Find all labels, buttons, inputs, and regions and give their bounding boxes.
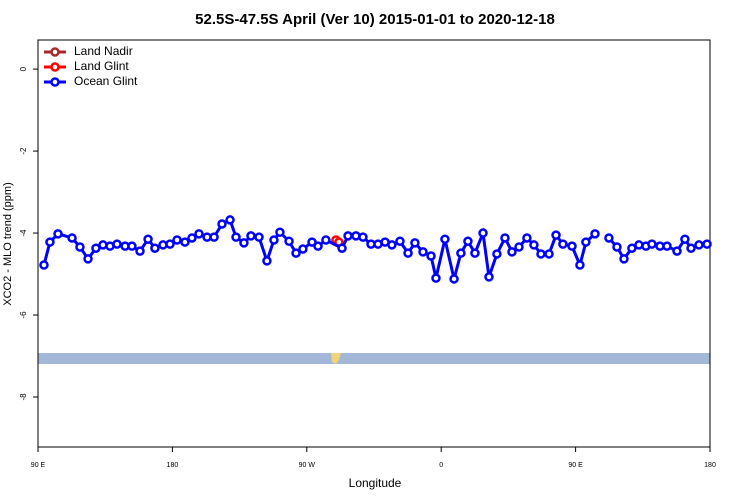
data-point [612, 242, 622, 252]
data-point [143, 234, 153, 244]
x-tick-label: 90 W [299, 462, 316, 469]
x-tick-label: 90 E [31, 462, 46, 469]
data-point [558, 239, 568, 249]
data-point [91, 243, 101, 253]
data-point [358, 232, 368, 242]
y-tick-label: -6 [19, 311, 28, 319]
legend-label: Land Nadir [74, 44, 133, 58]
data-point [514, 242, 524, 252]
data-point [269, 235, 279, 245]
data-point [431, 273, 441, 283]
data-point [449, 274, 459, 284]
data-point [680, 234, 690, 244]
data-point [217, 219, 227, 229]
data-point [702, 239, 712, 249]
ocean-strip [38, 353, 710, 364]
data-point [284, 236, 294, 246]
x-axis-label: Longitude [349, 476, 402, 490]
data-point [387, 240, 397, 250]
data-point [440, 234, 450, 244]
data-point [262, 256, 272, 266]
data-point [53, 229, 63, 239]
data-point [254, 232, 264, 242]
land-strip [331, 353, 341, 364]
data-point [619, 254, 629, 264]
data-point [522, 233, 532, 243]
data-point [112, 239, 122, 249]
data-point [500, 233, 510, 243]
data-point [67, 233, 77, 243]
data-point [544, 249, 554, 259]
data-point [484, 272, 494, 282]
data-point [575, 260, 585, 270]
data-point [150, 243, 160, 253]
data-point [478, 228, 488, 238]
data-point [604, 233, 614, 243]
chart-title: 52.5S-47.5S April (Ver 10) 2015-01-01 to… [195, 11, 555, 28]
data-point [581, 237, 591, 247]
data-point [470, 248, 480, 258]
data-point [456, 248, 466, 258]
x-tick-label: 180 [704, 462, 716, 469]
data-point [75, 242, 85, 252]
data-point [172, 235, 182, 245]
data-point [313, 241, 323, 251]
y-tick-label: -8 [19, 393, 28, 401]
data-point [298, 244, 308, 254]
data-point [567, 241, 577, 251]
data-point [529, 240, 539, 250]
legend-marker [50, 77, 60, 87]
data-point [395, 236, 405, 246]
data-point [686, 243, 696, 253]
data-point [343, 231, 353, 241]
data-point [246, 231, 256, 241]
data-point [590, 229, 600, 239]
data-point [418, 247, 428, 257]
data-point [337, 243, 347, 253]
data-point [662, 241, 672, 251]
data-point [209, 232, 219, 242]
x-tick-label: 90 E [568, 462, 583, 469]
legend-marker [50, 62, 60, 72]
y-axis-label: XCO2 - MLO trend (ppm) [2, 182, 14, 305]
data-point [321, 235, 331, 245]
data-point [694, 240, 704, 250]
data-point [275, 227, 285, 237]
x-tick-label: 180 [167, 462, 179, 469]
data-point [231, 232, 241, 242]
data-point [627, 243, 637, 253]
data-point [180, 237, 190, 247]
data-point [291, 248, 301, 258]
data-point [672, 246, 682, 256]
data-point [39, 260, 49, 270]
data-point [492, 249, 502, 259]
data-point [225, 215, 235, 225]
data-point [83, 254, 93, 264]
data-point [426, 251, 436, 261]
y-tick-label: 0 [19, 66, 28, 71]
data-point [410, 238, 420, 248]
y-tick-label: -4 [19, 229, 28, 237]
data-point [507, 247, 517, 257]
x-tick-label: 0 [439, 462, 443, 469]
data-point [551, 230, 561, 240]
legend-marker [50, 47, 60, 57]
y-tick-label: -2 [19, 147, 28, 155]
data-point [403, 248, 413, 258]
data-point [647, 239, 657, 249]
data-point [187, 233, 197, 243]
data-point [239, 238, 249, 248]
legend-label: Ocean Glint [74, 74, 138, 88]
data-point [307, 237, 317, 247]
legend-label: Land Glint [74, 59, 129, 73]
data-point [135, 246, 145, 256]
data-point [463, 236, 473, 246]
data-point [127, 241, 137, 251]
data-point [45, 237, 55, 247]
data-point [194, 229, 204, 239]
data-point [536, 249, 546, 259]
data-point [165, 239, 175, 249]
